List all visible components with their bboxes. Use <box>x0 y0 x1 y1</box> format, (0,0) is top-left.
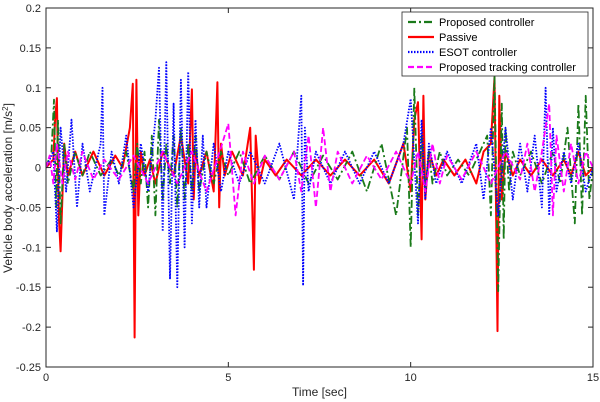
legend: Proposed controller Passive ESOT controlle… <box>401 11 589 77</box>
y-tick-label: -0.05 <box>16 202 41 214</box>
legend-box <box>401 11 589 77</box>
series-line-proposed-tracking-controller <box>46 102 593 217</box>
x-axis: 0 5 10 15 <box>43 8 599 384</box>
legend-label: Proposed tracking controller <box>439 62 576 74</box>
x-axis-title: Time [sec] <box>292 385 347 399</box>
x-tick-label: 0 <box>43 372 49 384</box>
y-tick-label: -0.15 <box>16 282 41 294</box>
y-tick-label: -0.25 <box>16 362 41 374</box>
y-axis-title-superscript: 2 <box>1 106 10 111</box>
legend-label: ESOT controller <box>439 47 517 59</box>
y-tick-label: 0.2 <box>26 3 41 15</box>
y-axis-title-end: ] <box>1 103 15 106</box>
y-axis-title: Vehicle body acceleration [m/s2] <box>1 103 16 273</box>
y-tick-label: 0 <box>35 163 41 175</box>
y-tick-label: 0.1 <box>26 83 41 95</box>
legend-label: Proposed controller <box>439 17 535 29</box>
series-line-esot-controller <box>46 61 593 289</box>
y-tick-label: -0.1 <box>22 242 41 254</box>
y-axis-title-main: Vehicle body acceleration [m/s <box>1 111 15 273</box>
x-tick-label: 5 <box>225 372 231 384</box>
legend-label: Passive <box>439 32 478 44</box>
x-tick-label: 10 <box>405 372 417 384</box>
y-tick-label: -0.2 <box>22 322 41 334</box>
y-tick-label: 0.05 <box>20 123 41 135</box>
x-tick-label: 15 <box>587 372 599 384</box>
y-axis: -0.25 -0.2 -0.15 -0.1 -0.05 0 0.05 0.1 0.15 0.2 <box>16 3 593 374</box>
y-tick-label: 0.15 <box>20 43 41 55</box>
plot-frame <box>45 7 594 368</box>
series-layer <box>46 61 593 339</box>
